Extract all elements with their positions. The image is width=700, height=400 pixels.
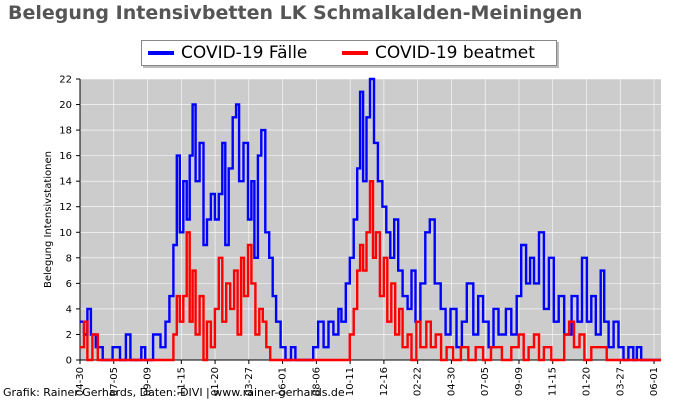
series-lines [80,77,661,362]
x-tick-label: 04-30 [75,367,86,396]
x-tick-label: 07-05 [109,367,120,396]
series-line-ventilated [80,180,661,362]
y-tick-label: 6 [66,279,72,290]
x-tick-label: 03-27 [615,367,626,396]
y-axis: 0 2 4 6 8 10 12 14 16 18 20 22 [59,75,80,367]
legend-swatch-ventilated [342,51,368,55]
x-tick-label: 07-05 [480,367,491,396]
x-tick-label: 11-15 [176,367,187,396]
x-tick-label: 11-15 [548,367,559,396]
x-tick-label: 06-01 [649,367,660,396]
x-tick-label: 04-30 [446,367,457,396]
x-tick-label: 10-11 [345,367,356,396]
x-tick-label: 03-27 [244,367,255,396]
x-tick-label: 08-06 [311,367,322,396]
y-tick-label: 10 [59,228,72,239]
x-tick-label: 09-09 [143,367,154,396]
x-tick-label: 06-01 [278,367,289,396]
y-tick-label: 12 [59,202,72,213]
y-tick-label: 22 [59,75,72,86]
x-tick-label: 09-09 [514,367,525,396]
legend-label-ventilated: COVID-19 beatmet [375,43,535,63]
chart-legend: COVID-19 Fälle COVID-19 beatmet [141,40,557,66]
y-axis-label: Belegung Intensivstationen [43,151,54,288]
y-tick-label: 8 [66,253,72,264]
series-line-cases [80,77,661,362]
x-tick-label: 01-20 [581,367,592,396]
x-tick-label: 02-22 [413,367,424,396]
y-tick-label: 16 [59,151,72,162]
y-tick-label: 14 [59,177,72,188]
y-tick-label: 4 [66,304,72,315]
y-tick-label: 18 [59,126,72,137]
legend-item-cases: COVID-19 Fälle [148,41,307,65]
chart-title: Belegung Intensivbetten LK Schmalkalden-… [8,2,583,24]
credit-text: Grafik: Rainer Gerhards, Daten: DIVI | w… [3,386,345,399]
x-tick-label: 01-20 [210,367,221,396]
x-tick-label: 12-16 [379,367,390,396]
y-tick-label: 0 [66,356,72,367]
legend-item-ventilated: COVID-19 beatmet [342,41,535,65]
legend-swatch-cases [148,51,174,55]
legend-label-cases: COVID-19 Fälle [181,43,308,63]
y-tick-label: 2 [66,330,72,341]
y-tick-label: 20 [59,100,72,111]
